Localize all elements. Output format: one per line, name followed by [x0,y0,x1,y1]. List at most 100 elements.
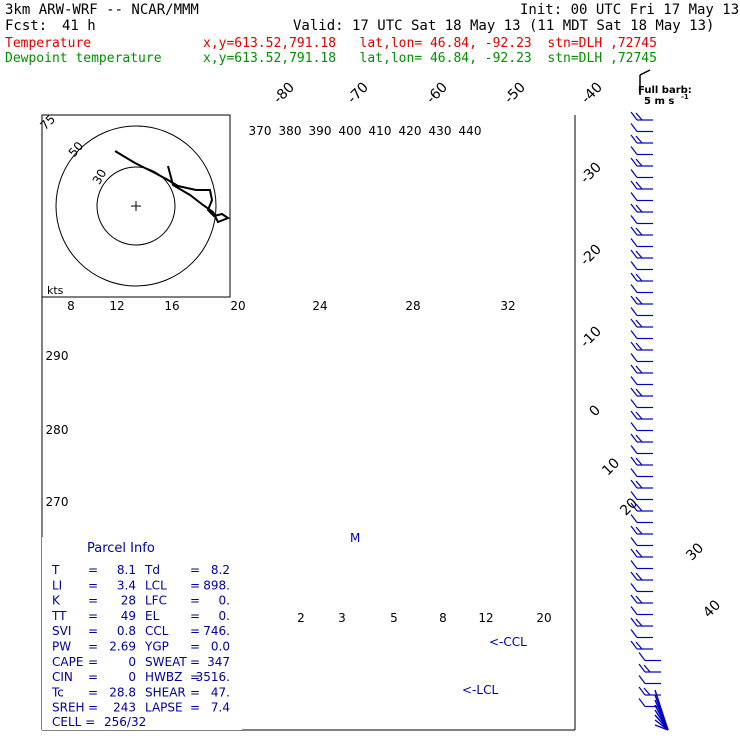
wind-barb-flag [630,169,638,178]
parcel-value: 8.2 [211,563,230,577]
wind-barb-flag [630,617,638,627]
wind-barb-flag [630,422,638,431]
isotherm-label: -80 [270,79,297,106]
parcel-value: 0 [128,655,136,669]
wind-barb-flag [630,491,638,500]
parcel-equals: = [190,701,200,715]
parcel-value: 0. [219,594,230,608]
wind-barb-flag [630,134,638,144]
wind-barb-flag [635,526,643,535]
wind-barb-flag [630,548,638,558]
wind-barb-flag [630,146,638,155]
wind-barb-flag [630,284,638,293]
wind-barb-flag [635,158,643,167]
forecast-hour: 41 h [62,18,96,34]
wind-barb-flag [635,204,643,213]
wind-barbs [630,111,669,731]
isotherm-label: -60 [423,79,450,106]
isotherm-label: 20 [617,495,641,519]
wind-barb-flag [635,227,643,236]
wind-barb-flag [630,123,638,132]
theta-label: 440 [459,124,482,138]
wind-barb-flag [630,583,638,592]
wind-barb-flag [635,135,643,144]
parcel-value: 2.69 [109,640,136,654]
parcel-equals: = [190,578,200,592]
isotherm-label: 10 [599,455,623,479]
theta-side-label: 270 [46,495,69,509]
parcel-label: HWBZ [145,670,182,684]
isotherm-label: 0 [586,402,604,420]
parcel-label: LFC [145,594,167,608]
wind-barb-flag [630,629,638,638]
wind-barb-flag [630,456,638,466]
isotherm-label: 30 [683,540,707,564]
wind-barb-flag [635,641,643,650]
parcel-label: SWEAT [145,655,187,669]
wind-barb-flag [638,675,646,684]
parcel-equals: = [88,609,98,623]
isotherm-label: -30 [577,159,604,186]
model-title: 3km ARW-WRF -- NCAR/MMM [5,2,199,18]
hodograph-speed-label: 12 [109,299,124,313]
theta-label: 430 [429,124,452,138]
wind-barb-flag [635,549,643,558]
parcel-value: 746. [203,624,230,638]
wind-barb-flag [630,594,638,604]
isotherm-label: -40 [578,79,605,106]
wind-barb-flag [635,503,643,512]
wind-barb-flag [630,525,638,535]
hodo-units: kts [47,284,64,297]
parcel-label: SREH [52,701,85,715]
parcel-label: CAPE [52,655,83,669]
cell-label: CELL = [52,715,95,729]
wind-barb-flag [630,387,638,397]
parcel-equals: = [190,685,200,699]
wind-barb-flag [630,353,638,362]
wind-barb-flag [630,364,638,374]
parcel-annotation: <-LCL [462,683,498,697]
wind-barb-flag [630,261,638,270]
wind-barb-flag [630,640,638,650]
wind-barb-flag [635,457,643,466]
wind-barb-flag [635,572,643,581]
barb-key-unit-exponent: -1 [681,93,689,101]
wind-barb-flag [635,595,643,604]
wind-barb-flag [635,319,643,328]
isotherm-label: -70 [344,79,371,106]
wind-barb-flag [630,203,638,213]
parcel-equals: = [190,640,200,654]
wind-barb-flag [635,618,643,627]
wind-barb-flag [638,698,646,707]
theta-label: 370 [249,124,272,138]
parcel-equals: = [190,563,200,577]
mixing-ratio-label: 5 [390,611,398,625]
parcel-label: LCL [145,578,167,592]
parcel-label: LI [52,578,62,592]
hodograph-speed-label: 16 [164,299,179,313]
valid-time: Valid: 17 UTC Sat 18 May 13 (11 MDT Sat … [293,18,715,34]
parcel-label: EL [145,609,160,623]
wind-barb-flag [635,434,643,443]
hodograph-speed-label: 8 [67,299,75,313]
parcel-value: 8.1 [117,563,136,577]
parcel-label: T [51,563,60,577]
parcel-value: 898. [203,578,230,592]
wind-barb-flag [630,468,638,477]
wind-barb-flag [630,330,638,339]
parcel-equals: = [88,670,98,684]
parcel-label: LAPSE [145,701,183,715]
wind-barb-flag [630,445,638,454]
parcel-equals: = [190,609,200,623]
hodograph-speed-label: 32 [500,299,515,313]
parcel-value: 243 [113,701,136,715]
parcel-value: 28.8 [109,685,136,699]
wind-barb-flag [630,399,638,408]
hodograph: 30 50 75 kts [37,112,231,298]
temperature-point-info: x,y=613.52,791.18 lat,lon= 46.84, -92.23… [203,36,657,51]
barb-key-title: Full barb: [638,85,692,96]
cell-value: 256/32 [104,715,146,729]
wind-barb-flag [630,341,638,351]
hodograph-trace [114,150,231,224]
parcel-equals: = [190,670,200,684]
